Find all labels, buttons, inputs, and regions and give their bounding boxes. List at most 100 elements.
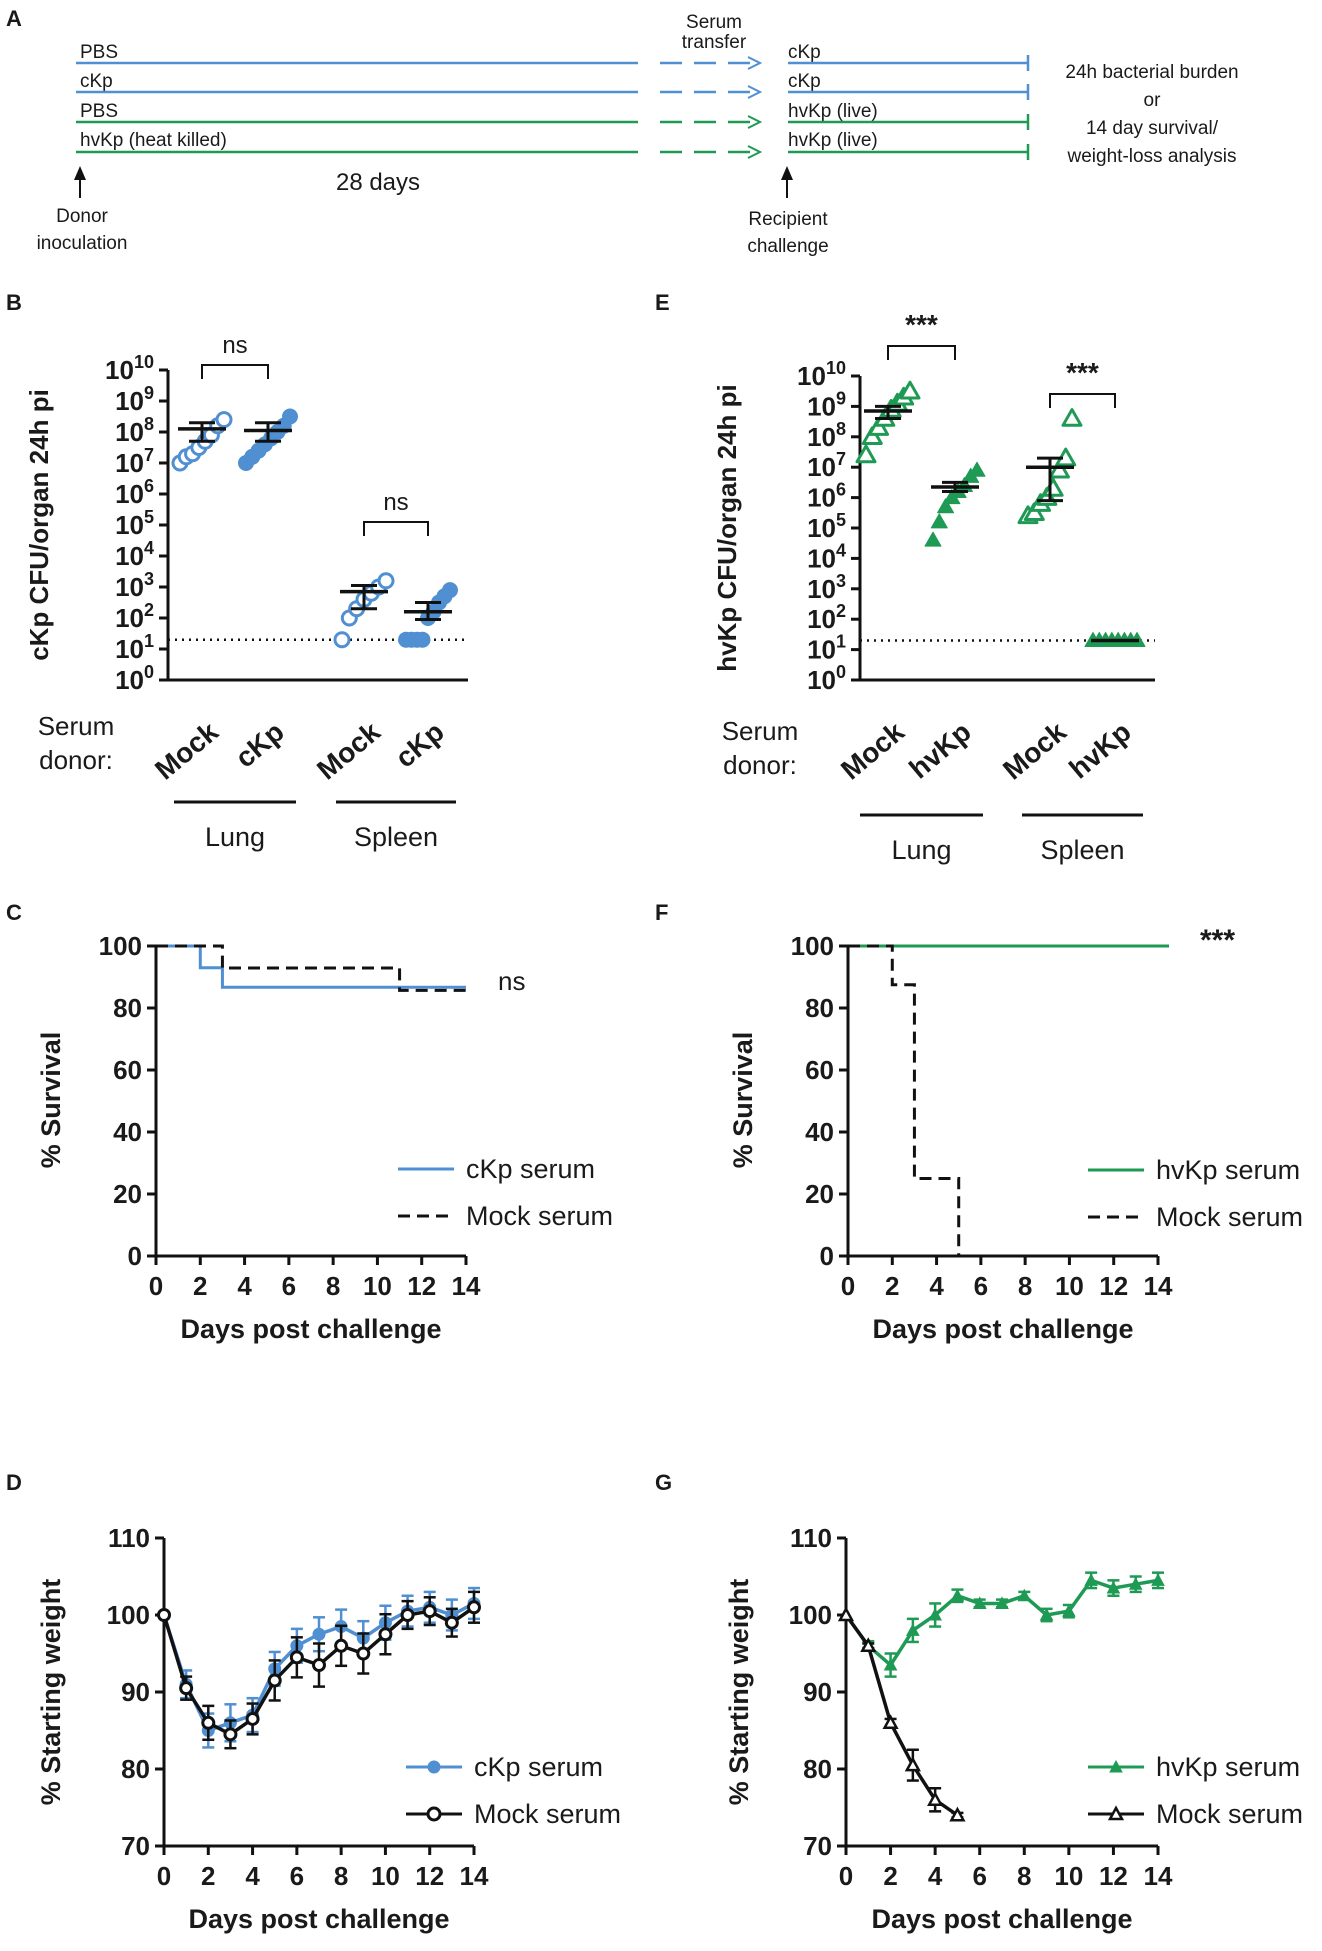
panel-b-point-2-6	[377, 572, 395, 590]
panel-c-series-1-line	[156, 944, 466, 992]
panel-e-category-1: hvKp	[903, 716, 977, 785]
panel-d-series-1-point-0	[157, 1608, 171, 1622]
panel-f-ytick-4: 80	[805, 993, 834, 1023]
panel-g-ytick-1: 80	[803, 1754, 832, 1784]
panel-g-series-0-point-7	[995, 1596, 1009, 1609]
row3-donor-label: PBS	[80, 101, 118, 122]
row4-recipient-label: hvKp (live)	[788, 130, 878, 151]
panel-b-ytick-10: 1010	[105, 352, 154, 385]
panel-e-ytick-6: 106	[807, 480, 846, 513]
panel-e-y-axis-title: hvKp CFU/organ 24h pi	[712, 384, 742, 671]
panel-g-series-1-point-2	[882, 1714, 899, 1730]
panel-c-annotation: ns	[498, 966, 525, 996]
panel-g-series-1-point-5	[949, 1806, 966, 1822]
panel-b-point-1-7	[282, 408, 298, 425]
panel-b-significance-label-0: ns	[222, 332, 247, 359]
row2-recipient-label: cKp	[788, 71, 821, 92]
panel-g-series-0-point-4	[928, 1607, 942, 1621]
panel-e-ytick-1: 101	[807, 632, 846, 665]
panel-d-series-1-point-9	[356, 1646, 371, 1661]
panel-b-category-2: Mock	[311, 716, 386, 786]
panel-c-xtick-6: 12	[407, 1271, 436, 1301]
panel-b-ytick-0: 100	[115, 662, 154, 695]
panel-c-ytick-2: 40	[113, 1117, 142, 1147]
recipient-arrow-head	[781, 166, 793, 180]
panel-e-organ-label-1: Spleen	[1040, 835, 1124, 865]
panel-g-series-0-point-8	[1017, 1588, 1032, 1602]
panel-e-label: E	[655, 290, 670, 315]
panel-e-serum-donor-line1: Serum	[722, 716, 799, 746]
panel-d-ytick-1: 80	[121, 1754, 150, 1784]
panel-e-ytick-9: 109	[807, 388, 846, 421]
panel-b-serum-donor-line2: donor:	[39, 745, 113, 775]
panel-e-ytick-4: 104	[807, 540, 846, 573]
outcome-line1: 24h bacterial burden	[1065, 62, 1238, 83]
panel-e-category-0: Mock	[835, 716, 910, 786]
panel-f-xtick-3: 6	[974, 1271, 988, 1301]
panel-g-xtick-4: 8	[1017, 1861, 1031, 1891]
panel-b-ytick-7: 107	[115, 445, 154, 478]
panel-c-xtick-5: 10	[363, 1271, 392, 1301]
outcome-line2: or	[1144, 90, 1162, 111]
panel-d-series-1-point-1	[179, 1681, 194, 1696]
panel-f-xtick-0: 0	[841, 1271, 855, 1301]
panel-g-ytick-3: 100	[789, 1600, 832, 1630]
panel-c-ytick-4: 80	[113, 993, 142, 1023]
panel-g-legend-marker-1	[1107, 1805, 1125, 1821]
outcome-line4: weight-loss analysis	[1067, 146, 1237, 167]
panel-g-xtick-1: 2	[883, 1861, 897, 1891]
panel-g-legend-label-0: hvKp serum	[1156, 1752, 1300, 1782]
panel-c-xtick-7: 14	[452, 1271, 481, 1301]
panel-b-point-3-3	[414, 631, 431, 648]
panel-e-ytick-3: 103	[807, 571, 846, 604]
panel-d-series-1-point-7	[312, 1658, 326, 1673]
panel-e-point-2-7	[1061, 408, 1083, 427]
row1-recipient-label: cKp	[788, 42, 821, 63]
panel-b-y-axis-title: cKp CFU/organ 24h pi	[24, 389, 54, 661]
panel-b-category-3: cKp	[389, 716, 449, 774]
panel-f-xtick-7: 14	[1144, 1271, 1173, 1301]
panel-c-ytick-3: 60	[113, 1055, 142, 1085]
panel-b-organ-label-1: Spleen	[354, 822, 438, 852]
panel-d-xtick-0: 0	[157, 1861, 171, 1891]
panel-e-significance-label-0: ***	[905, 309, 938, 340]
panel-d-series-0-point-7	[312, 1627, 326, 1641]
panel-b-category-0: Mock	[149, 716, 224, 786]
panel-b-ytick-3: 103	[115, 569, 154, 602]
panel-g-series-0-point-14	[1151, 1573, 1165, 1586]
panel-c-xtick-3: 6	[282, 1271, 296, 1301]
panel-e-point-2-5	[1048, 459, 1070, 479]
panel-e-ytick-0: 100	[807, 662, 846, 695]
panel-c-xtick-4: 8	[326, 1271, 340, 1301]
panel-d-series-1-point-2	[201, 1715, 216, 1730]
donor-inoculation-line1: Donor	[56, 206, 108, 227]
panel-d-x-axis-title: Days post challenge	[188, 1904, 449, 1934]
panel-g-xtick-2: 4	[928, 1861, 943, 1891]
panel-f-ytick-5: 100	[791, 931, 834, 961]
panel-f-xtick-2: 4	[929, 1271, 944, 1301]
panel-e-point-1-7	[968, 461, 986, 477]
panel-b-point-3-8	[442, 582, 458, 599]
row3-transfer-arrowhead	[747, 115, 763, 129]
donor-inoculation-line2: inoculation	[37, 233, 128, 254]
panel-f-xtick-6: 12	[1099, 1271, 1128, 1301]
panel-d-xtick-1: 2	[201, 1861, 215, 1891]
panel-b-significance-bracket-0	[201, 364, 269, 379]
panel-f-legend-label-0: hvKp serum	[1156, 1155, 1300, 1185]
panel-a-label: A	[6, 6, 22, 31]
panel-d-y-axis-title: % Starting weight	[36, 1579, 66, 1806]
panel-g-legend-label-1: Mock serum	[1156, 1799, 1303, 1829]
panel-g-xtick-6: 12	[1099, 1861, 1128, 1891]
panel-d-ytick-2: 90	[121, 1677, 150, 1707]
panel-a-schematic: A PBS cKp PBS hvKp (heat killed) cKp cKp…	[6, 6, 1239, 257]
row2-transfer-arrowhead	[747, 85, 763, 99]
panel-b-point-2-0	[333, 631, 351, 649]
panel-g-ytick-0: 70	[803, 1831, 832, 1861]
panel-e-category-3: hvKp	[1063, 716, 1137, 785]
panel-d-ytick-3: 100	[107, 1600, 150, 1630]
panel-d-series-1-point-10	[378, 1627, 393, 1642]
panel-e-ytick-8: 108	[807, 419, 846, 452]
